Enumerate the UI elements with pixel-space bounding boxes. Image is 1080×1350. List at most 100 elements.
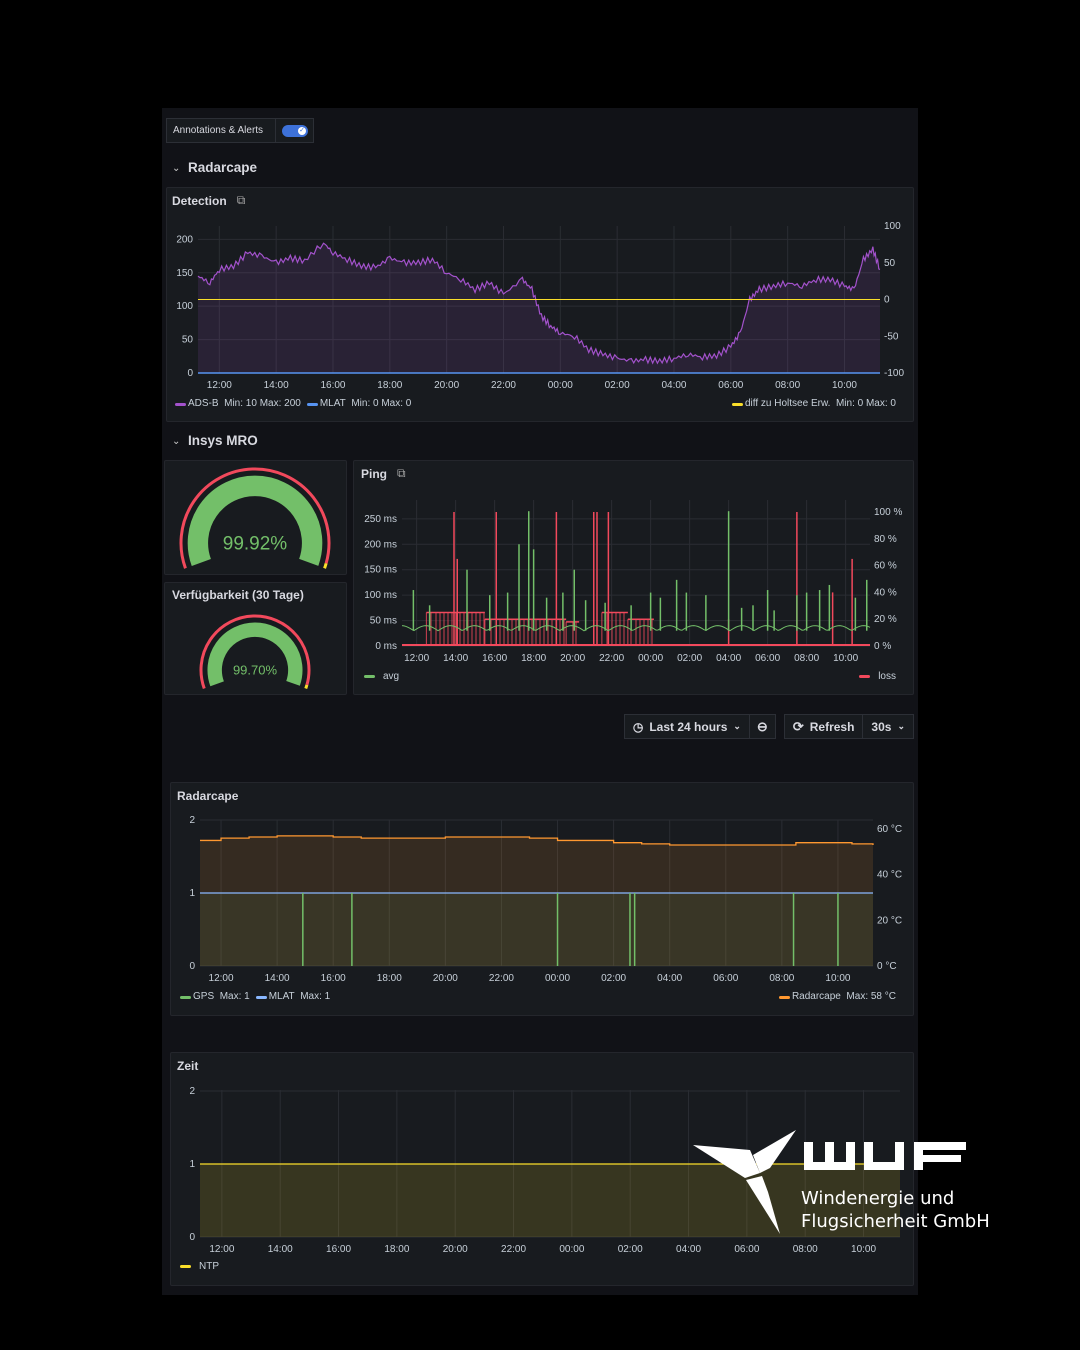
legend-item-diff[interactable]: diff zu Holtsee Erw. Min: 0 Max: 0: [731, 398, 896, 409]
x-tick-label: 06:00: [755, 653, 780, 664]
legend-item-mlat[interactable]: MLAT Max: 1: [255, 991, 330, 1002]
zoom-out-button[interactable]: ⊖: [749, 714, 776, 739]
x-tick-label: 14:00: [264, 380, 289, 391]
x-tick-label: 12:00: [209, 973, 234, 984]
x-tick-label: 20:00: [560, 653, 585, 664]
x-tick-label: 18:00: [377, 973, 402, 984]
legend-item-mlat[interactable]: MLAT Min: 0 Max: 0: [306, 398, 411, 409]
logo-line-1: Windenergie und: [801, 1188, 955, 1209]
temperature-area: [200, 835, 873, 966]
panel-title-availability-30d: Verfügbarkeit (30 Tage): [172, 588, 304, 602]
ping-legend-loss[interactable]: loss: [859, 671, 896, 682]
row-title-insys-mro[interactable]: Insys MRO: [188, 433, 258, 448]
refresh-button[interactable]: ⟳ Refresh: [783, 714, 864, 739]
y-tick-label: 1: [189, 1159, 195, 1170]
y2-tick-label: 0 %: [874, 641, 891, 652]
gauge-panel-30d: [164, 582, 347, 695]
x-tick-label: 16:00: [320, 380, 345, 391]
logo-line-2: Flugsicherheit GmbH: [801, 1211, 990, 1232]
refresh-interval-picker[interactable]: 30s ⌄: [863, 714, 914, 739]
x-tick-label: 22:00: [501, 1244, 526, 1255]
time-range-group: ◷ Last 24 hours ⌄ ⊖: [623, 714, 776, 739]
detection-legend-right: diff zu Holtsee Erw. Min: 0 Max: 0: [731, 398, 896, 409]
x-tick-label: 12:00: [207, 380, 232, 391]
y2-tick-label: 80 %: [874, 534, 897, 545]
legend-item-gps[interactable]: GPS Max: 1: [180, 991, 250, 1002]
x-tick-label: 06:00: [713, 973, 738, 984]
y2-tick-label: 60 °C: [877, 824, 902, 835]
radarcape-legend-right: Radarcape Max: 58 °C: [778, 991, 896, 1002]
external-link-icon[interactable]: ⧉: [236, 193, 246, 207]
x-tick-label: 02:00: [677, 653, 702, 664]
x-tick-label: 16:00: [482, 653, 507, 664]
x-tick-label: 04:00: [716, 653, 741, 664]
zeit-chart: 0 1 2 12:00 14:00 16:00 18:00 20:00 22:00 00:00 02…: [189, 1086, 900, 1255]
legend-item-adsb[interactable]: ADS-B Min: 10 Max: 200: [175, 398, 301, 409]
y-tick-label: 100 ms: [364, 590, 397, 601]
wuf-wordmark: [804, 1142, 966, 1170]
x-tick-label: 00:00: [559, 1244, 584, 1255]
x-tick-label: 16:00: [321, 973, 346, 984]
temperature-line: [200, 835, 874, 846]
chevron-down-icon: ⌄: [733, 721, 741, 731]
x-tick-label: 20:00: [434, 380, 459, 391]
x-tick-label: 06:00: [718, 380, 743, 391]
y2-tick-label: -100: [884, 368, 904, 379]
zeit-legend-ntp[interactable]: NTP: [180, 1261, 219, 1272]
gauge-value-arc: [207, 622, 303, 687]
y2-tick-label: 100 %: [874, 507, 902, 518]
external-link-icon[interactable]: ⧉: [397, 466, 406, 480]
y2-tick-label: 50: [884, 258, 896, 269]
time-range-picker[interactable]: ◷ Last 24 hours ⌄: [623, 714, 750, 739]
x-tick-label: 02:00: [618, 1244, 643, 1255]
ntp-area: [200, 1164, 900, 1237]
chevron-down-icon[interactable]: ⌄: [172, 163, 181, 174]
refresh-interval-label: 30s: [871, 719, 892, 734]
y-tick-label: 2: [189, 815, 195, 826]
x-tick-label: 10:00: [825, 973, 850, 984]
availability-gauge: 99.92%: [179, 467, 331, 569]
wind-turbine-logo-icon: [693, 1130, 796, 1234]
x-tick-label: 00:00: [545, 973, 570, 984]
x-tick-label: 02:00: [601, 973, 626, 984]
panel-title-ping: Ping: [361, 466, 387, 481]
x-tick-label: 22:00: [599, 653, 624, 664]
zoom-out-icon: ⊖: [756, 718, 768, 734]
divider: [275, 119, 276, 142]
x-tick-label: 00:00: [638, 653, 663, 664]
chevron-down-icon[interactable]: ⌄: [172, 436, 181, 447]
x-tick-label: 08:00: [775, 380, 800, 391]
x-tick-label: 22:00: [489, 973, 514, 984]
annotations-switch[interactable]: ✓: [282, 125, 308, 137]
gauge-value: 99.70%: [233, 663, 278, 678]
y-tick-label: 200 ms: [364, 539, 397, 550]
y-tick-label: 150: [176, 268, 193, 279]
ping-legend-avg[interactable]: avg: [364, 671, 399, 682]
y-tick-label: 0: [187, 368, 193, 379]
x-tick-label: 06:00: [734, 1244, 759, 1255]
threshold-arc-yellow: [304, 684, 309, 689]
y2-tick-label: 0: [884, 295, 890, 306]
ping-chart: 0 ms 50 ms 100 ms 150 ms 200 ms 250 ms 0 % 20 %…: [364, 500, 902, 664]
row-title-radarcape[interactable]: Radarcape: [188, 160, 258, 175]
annotations-label: Annotations & Alerts: [173, 125, 264, 136]
x-tick-label: 10:00: [851, 1244, 876, 1255]
y2-tick-label: 100: [884, 221, 901, 232]
y-tick-label: 50: [182, 335, 194, 346]
x-tick-label: 08:00: [793, 1244, 818, 1255]
detection-panel: [166, 187, 914, 422]
x-tick-label: 20:00: [443, 1244, 468, 1255]
x-tick-label: 04:00: [676, 1244, 701, 1255]
y-tick-label: 2: [189, 1086, 195, 1097]
legend-item-temperature[interactable]: Radarcape Max: 58 °C: [778, 991, 896, 1002]
y-tick-label: 100: [176, 301, 193, 312]
x-tick-label: 12:00: [209, 1244, 234, 1255]
adsb-line: [197, 242, 881, 365]
x-tick-label: 14:00: [443, 653, 468, 664]
clock-icon: ◷: [632, 719, 644, 734]
x-tick-label: 04:00: [657, 973, 682, 984]
annotations-toggle-control[interactable]: Annotations & Alerts ✓: [166, 118, 314, 143]
ping-panel: [353, 460, 914, 695]
radarcape-status-panel: [170, 782, 914, 1016]
